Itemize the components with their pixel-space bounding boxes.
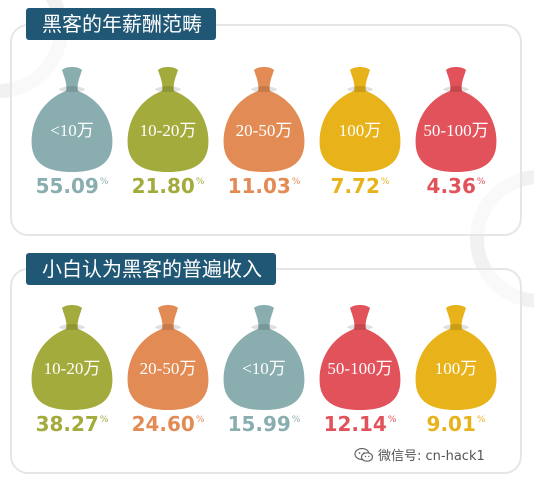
- money-bag-icon: [415, 67, 497, 172]
- percentage-value: 12.14: [323, 412, 387, 436]
- bag-percentage: 12.14%: [310, 412, 410, 436]
- bag-label: <10万: [242, 359, 286, 378]
- annual-salary-bags: <10万 55.09% 10-20万 21.80% 20-50万 11.03% 100万 7.…: [0, 62, 534, 212]
- bag-percentage: 4.36%: [406, 174, 506, 198]
- money-bag-shape: [127, 67, 209, 172]
- money-bag-shape: [127, 305, 209, 410]
- money-bag: 100万 7.72%: [310, 62, 410, 212]
- percentage-value: 11.03: [227, 174, 291, 198]
- money-bag-tie: [443, 86, 469, 92]
- money-bag-tie: [251, 86, 277, 92]
- percentage-unit: %: [387, 415, 397, 425]
- money-bag-icon: [223, 305, 305, 410]
- percentage-value: 55.09: [35, 174, 99, 198]
- money-bag-tie: [251, 324, 277, 330]
- money-bag-shape: [31, 305, 113, 410]
- money-bag-tie: [155, 324, 181, 330]
- money-bag-icon: [127, 67, 209, 172]
- money-bag-tie: [443, 324, 469, 330]
- money-bag: 100万 9.01%: [406, 300, 506, 450]
- bag-percentage: 38.27%: [22, 412, 122, 436]
- newbie-belief-bags: 10-20万 38.27% 20-50万 24.60% <10万 15.99% 50-100…: [0, 300, 534, 450]
- percentage-unit: %: [195, 177, 205, 187]
- percentage-value: 38.27: [35, 412, 99, 436]
- money-bag-shape: [223, 67, 305, 172]
- bag-label: 20-50万: [235, 121, 293, 140]
- bag-label: 100万: [338, 121, 382, 140]
- percentage-value: 21.80: [131, 174, 195, 198]
- money-bag: <10万 15.99%: [214, 300, 314, 450]
- percentage-value: 7.72: [330, 174, 380, 198]
- money-bag-icon: [31, 67, 113, 172]
- money-bag-tie: [59, 324, 85, 330]
- watermark-text: 微信号: cn-hack1: [378, 449, 485, 464]
- money-bag-shape: [415, 67, 497, 172]
- percentage-unit: %: [291, 415, 301, 425]
- money-bag-shape: [415, 305, 497, 410]
- percentage-value: 4.36: [426, 174, 476, 198]
- bag-label: 100万: [434, 359, 478, 378]
- bag-label: 20-50万: [139, 359, 197, 378]
- bag-percentage: 9.01%: [406, 412, 506, 436]
- money-bag-shape: [319, 67, 401, 172]
- percentage-unit: %: [291, 177, 301, 187]
- percentage-unit: %: [99, 177, 109, 187]
- money-bag-icon: [319, 305, 401, 410]
- bag-percentage: 7.72%: [310, 174, 410, 198]
- money-bag-tie: [347, 86, 373, 92]
- newbie-belief-title: 小白认为黑客的普遍收入: [26, 253, 276, 285]
- wechat-icon: [354, 447, 374, 462]
- money-bag-shape: [223, 305, 305, 410]
- wechat-watermark: 微信号: cn-hack1: [354, 445, 485, 464]
- money-bag-icon: [319, 67, 401, 172]
- money-bag-shape: [31, 67, 113, 172]
- percentage-value: 24.60: [131, 412, 195, 436]
- money-bag: 20-50万 11.03%: [214, 62, 314, 212]
- money-bag-tie: [59, 86, 85, 92]
- percentage-unit: %: [476, 177, 486, 187]
- money-bag-icon: [415, 305, 497, 410]
- money-bag: 50-100万 12.14%: [310, 300, 410, 450]
- bag-percentage: 55.09%: [22, 174, 122, 198]
- percentage-unit: %: [195, 415, 205, 425]
- bag-label: 10-20万: [139, 121, 197, 140]
- money-bag: 10-20万 38.27%: [22, 300, 122, 450]
- money-bag-tie: [347, 324, 373, 330]
- money-bag: 50-100万 4.36%: [406, 62, 506, 212]
- percentage-unit: %: [99, 415, 109, 425]
- annual-salary-title: 黑客的年薪酬范畴: [26, 8, 216, 40]
- bag-percentage: 21.80%: [118, 174, 218, 198]
- bag-percentage: 11.03%: [214, 174, 314, 198]
- percentage-unit: %: [380, 177, 390, 187]
- bag-label: 50-100万: [327, 359, 393, 378]
- bag-label: 10-20万: [43, 359, 101, 378]
- money-bag-tie: [155, 86, 181, 92]
- money-bag-icon: [31, 305, 113, 410]
- bag-label: 50-100万: [423, 121, 489, 140]
- money-bag-icon: [223, 67, 305, 172]
- money-bag: <10万 55.09%: [22, 62, 122, 212]
- percentage-value: 15.99: [227, 412, 291, 436]
- money-bag-shape: [319, 305, 401, 410]
- money-bag: 10-20万 21.80%: [118, 62, 218, 212]
- percentage-value: 9.01: [426, 412, 476, 436]
- bag-label: <10万: [50, 121, 94, 140]
- money-bag-icon: [127, 305, 209, 410]
- money-bag: 20-50万 24.60%: [118, 300, 218, 450]
- bag-percentage: 24.60%: [118, 412, 218, 436]
- percentage-unit: %: [476, 415, 486, 425]
- bag-percentage: 15.99%: [214, 412, 314, 436]
